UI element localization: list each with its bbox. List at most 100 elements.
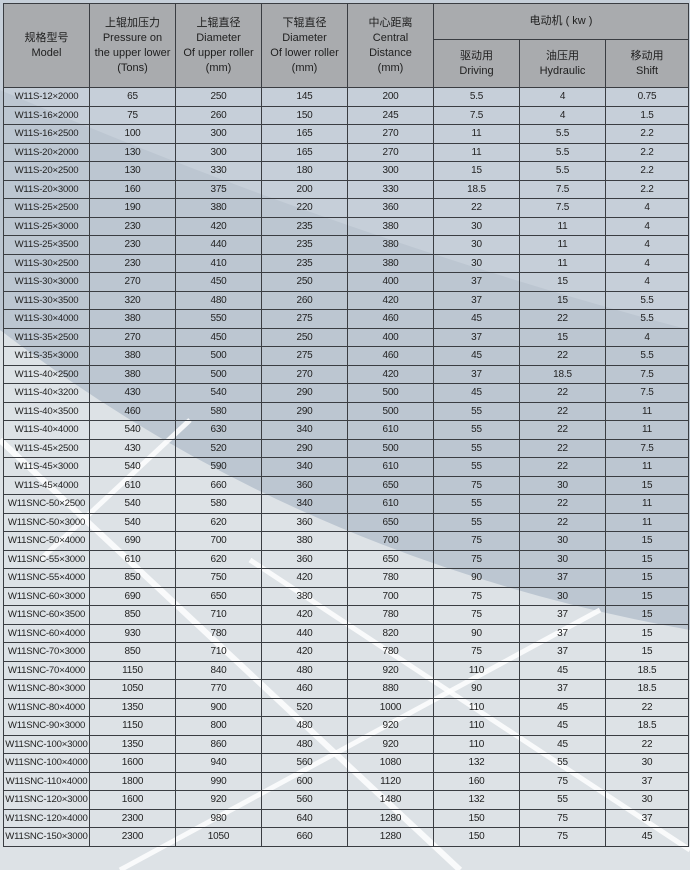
cell-shift: 18.5	[604, 660, 690, 680]
cell-hydraulic: 30	[519, 549, 606, 569]
cell-pressure: 380	[89, 346, 176, 366]
cell-driving: 5.5	[433, 87, 520, 107]
cell-hydraulic: 22	[519, 512, 606, 532]
table-row: W11S-16×2500 100 300 165 270 11 5.5 2.2	[3, 124, 690, 144]
cell-driving: 22	[433, 198, 520, 218]
table-row: W11SNC-50×2500 540 580 340 610 55 22 11	[3, 494, 690, 514]
cell-shift: 37	[604, 771, 690, 791]
cell-pressure: 930	[89, 623, 176, 643]
header-motor: 电动机 ( kw )	[432, 3, 690, 40]
table-row: W11S-25×2500 190 380 220 360 22 7.5 4	[3, 198, 690, 218]
cell-shift: 4	[604, 235, 690, 255]
cell-upper-roller-diameter: 700	[175, 531, 262, 551]
cell-central-distance: 780	[347, 642, 434, 662]
cell-pressure: 540	[89, 512, 176, 532]
cell-pressure: 130	[89, 161, 176, 181]
cell-pressure: 320	[89, 290, 176, 310]
cell-pressure: 540	[89, 420, 176, 440]
cell-central-distance: 380	[347, 253, 434, 273]
table-row: W11S-25×3500 230 440 235 380 30 11 4	[3, 235, 690, 255]
cell-shift: 4	[604, 272, 690, 292]
cell-model: W11S-25×3500	[3, 235, 90, 255]
cell-pressure: 690	[89, 586, 176, 606]
cell-model: W11S-40×2500	[3, 364, 90, 384]
cell-upper-roller-diameter: 540	[175, 383, 262, 403]
cell-upper-roller-diameter: 550	[175, 309, 262, 329]
cell-central-distance: 610	[347, 457, 434, 477]
cell-hydraulic: 37	[519, 568, 606, 588]
cell-driving: 110	[433, 697, 520, 717]
table-row: W11SNC-60×3500 850 710 420 780 75 37 15	[3, 605, 690, 625]
cell-model: W11S-20×3000	[3, 179, 90, 199]
cell-lower-roller-diameter: 420	[261, 642, 348, 662]
cell-central-distance: 610	[347, 420, 434, 440]
cell-hydraulic: 4	[519, 87, 606, 107]
cell-pressure: 610	[89, 475, 176, 495]
cell-shift: 5.5	[604, 290, 690, 310]
cell-model: W11SNC-80×3000	[3, 679, 90, 699]
cell-model: W11SNC-50×4000	[3, 531, 90, 551]
cell-hydraulic: 55	[519, 790, 606, 810]
cell-pressure: 65	[89, 87, 176, 107]
table-row: W11SNC-55×4000 850 750 420 780 90 37 15	[3, 568, 690, 588]
cell-upper-roller-diameter: 710	[175, 642, 262, 662]
cell-shift: 22	[604, 734, 690, 754]
cell-pressure: 1350	[89, 697, 176, 717]
cell-upper-roller-diameter: 620	[175, 512, 262, 532]
cell-pressure: 610	[89, 549, 176, 569]
cell-hydraulic: 22	[519, 401, 606, 421]
cell-driving: 55	[433, 512, 520, 532]
cell-upper-roller-diameter: 580	[175, 494, 262, 514]
cell-lower-roller-diameter: 150	[261, 105, 348, 125]
cell-lower-roller-diameter: 600	[261, 771, 348, 791]
cell-pressure: 1600	[89, 753, 176, 773]
cell-shift: 15	[604, 642, 690, 662]
cell-driving: 30	[433, 253, 520, 273]
cell-pressure: 1150	[89, 660, 176, 680]
cell-central-distance: 880	[347, 679, 434, 699]
table-row: W11S-40×3200 430 540 290 500 45 22 7.5	[3, 383, 690, 403]
cell-central-distance: 920	[347, 734, 434, 754]
cell-hydraulic: 37	[519, 605, 606, 625]
cell-model: W11S-30×3000	[3, 272, 90, 292]
cell-upper-roller-diameter: 300	[175, 142, 262, 162]
cell-central-distance: 360	[347, 198, 434, 218]
cell-model: W11S-20×2500	[3, 161, 90, 181]
cell-driving: 110	[433, 716, 520, 736]
table-row: W11S-25×3000 230 420 235 380 30 11 4	[3, 216, 690, 236]
cell-upper-roller-diameter: 380	[175, 198, 262, 218]
cell-central-distance: 820	[347, 623, 434, 643]
table-row: W11SNC-60×4000 930 780 440 820 90 37 15	[3, 623, 690, 643]
cell-central-distance: 1280	[347, 827, 434, 847]
cell-upper-roller-diameter: 940	[175, 753, 262, 773]
cell-driving: 160	[433, 771, 520, 791]
cell-driving: 37	[433, 272, 520, 292]
cell-driving: 11	[433, 142, 520, 162]
cell-central-distance: 500	[347, 438, 434, 458]
cell-shift: 2.2	[604, 142, 690, 162]
cell-driving: 75	[433, 549, 520, 569]
cell-pressure: 230	[89, 216, 176, 236]
cell-pressure: 540	[89, 457, 176, 477]
cell-central-distance: 380	[347, 216, 434, 236]
cell-shift: 30	[604, 753, 690, 773]
cell-shift: 15	[604, 623, 690, 643]
cell-pressure: 850	[89, 605, 176, 625]
cell-driving: 45	[433, 383, 520, 403]
cell-model: W11SNC-100×3000	[3, 734, 90, 754]
cell-lower-roller-diameter: 660	[261, 827, 348, 847]
cell-shift: 15	[604, 531, 690, 551]
cell-driving: 7.5	[433, 105, 520, 125]
cell-shift: 4	[604, 327, 690, 347]
cell-hydraulic: 45	[519, 734, 606, 754]
header-driving: 驱动用 Driving	[433, 39, 520, 88]
cell-hydraulic: 4	[519, 105, 606, 125]
cell-shift: 11	[604, 494, 690, 514]
table-row: W11S-45×4000 610 660 360 650 75 30 15	[3, 475, 690, 495]
cell-hydraulic: 11	[519, 253, 606, 273]
cell-hydraulic: 30	[519, 531, 606, 551]
cell-upper-roller-diameter: 480	[175, 290, 262, 310]
cell-model: W11S-35×2500	[3, 327, 90, 347]
cell-model: W11SNC-70×4000	[3, 660, 90, 680]
cell-central-distance: 270	[347, 124, 434, 144]
